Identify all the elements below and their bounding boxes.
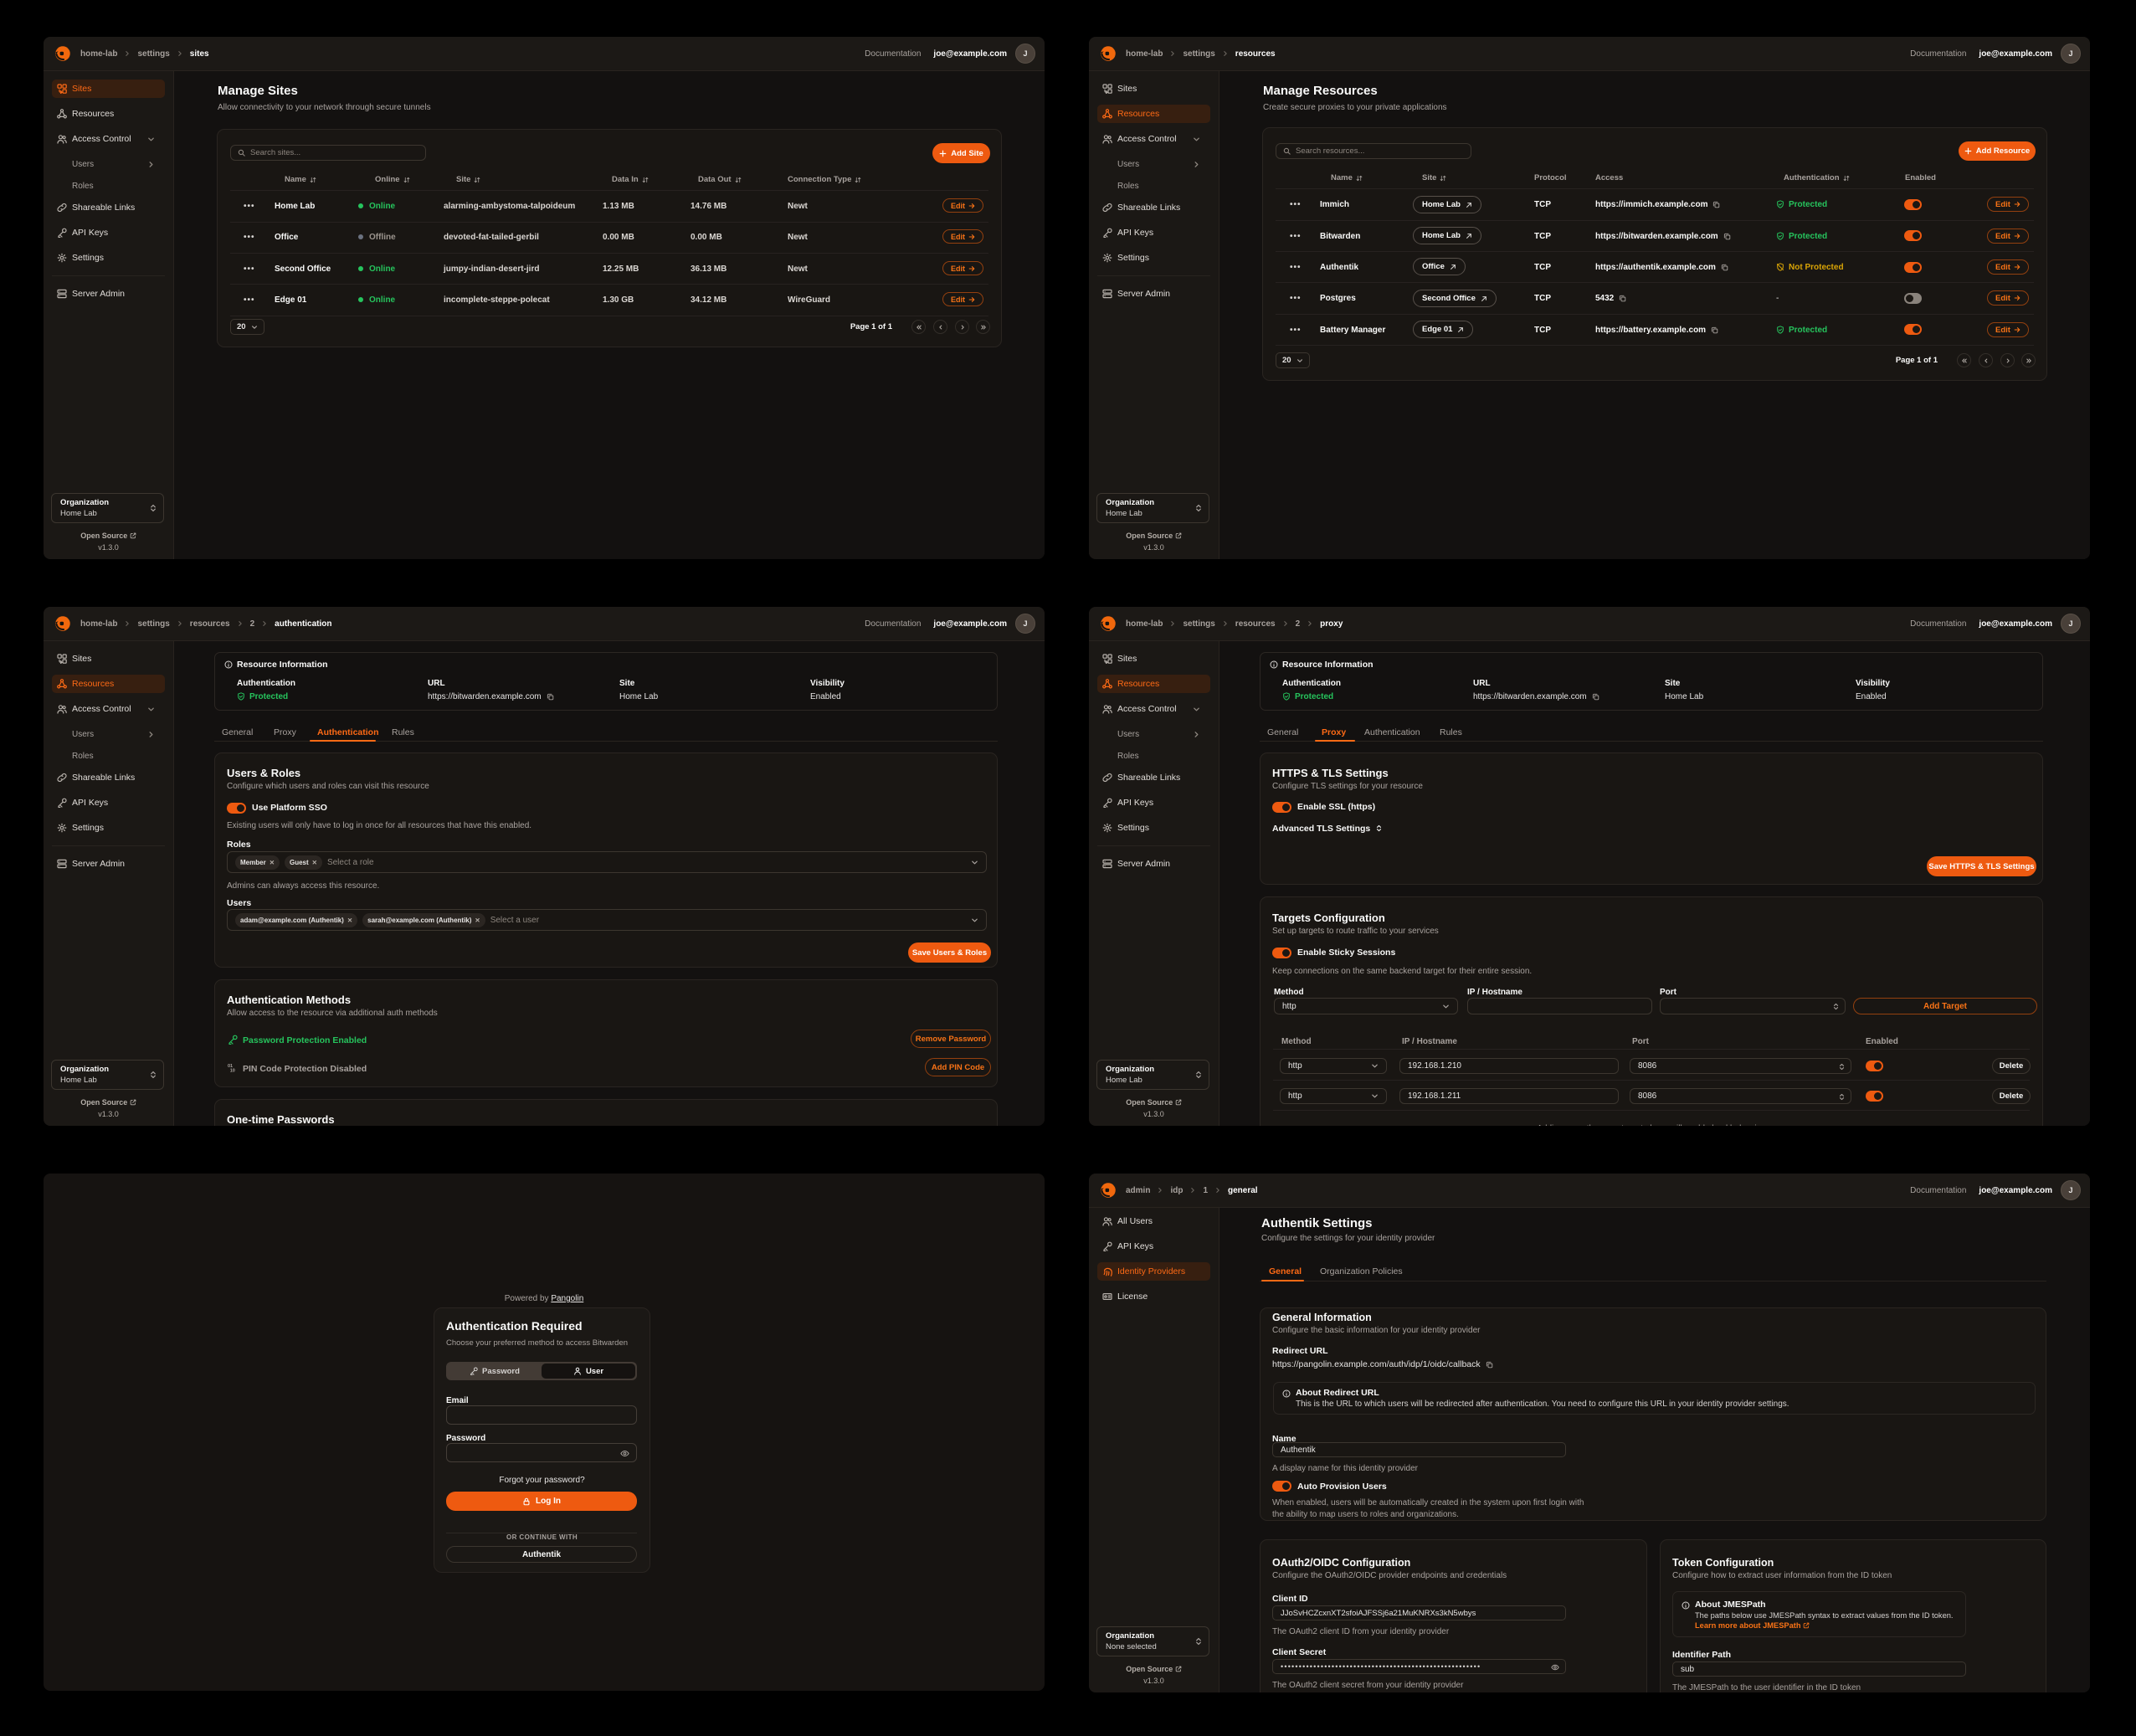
- svg-text:10: 10: [230, 1069, 235, 1072]
- svg-text:01: 01: [228, 1064, 233, 1069]
